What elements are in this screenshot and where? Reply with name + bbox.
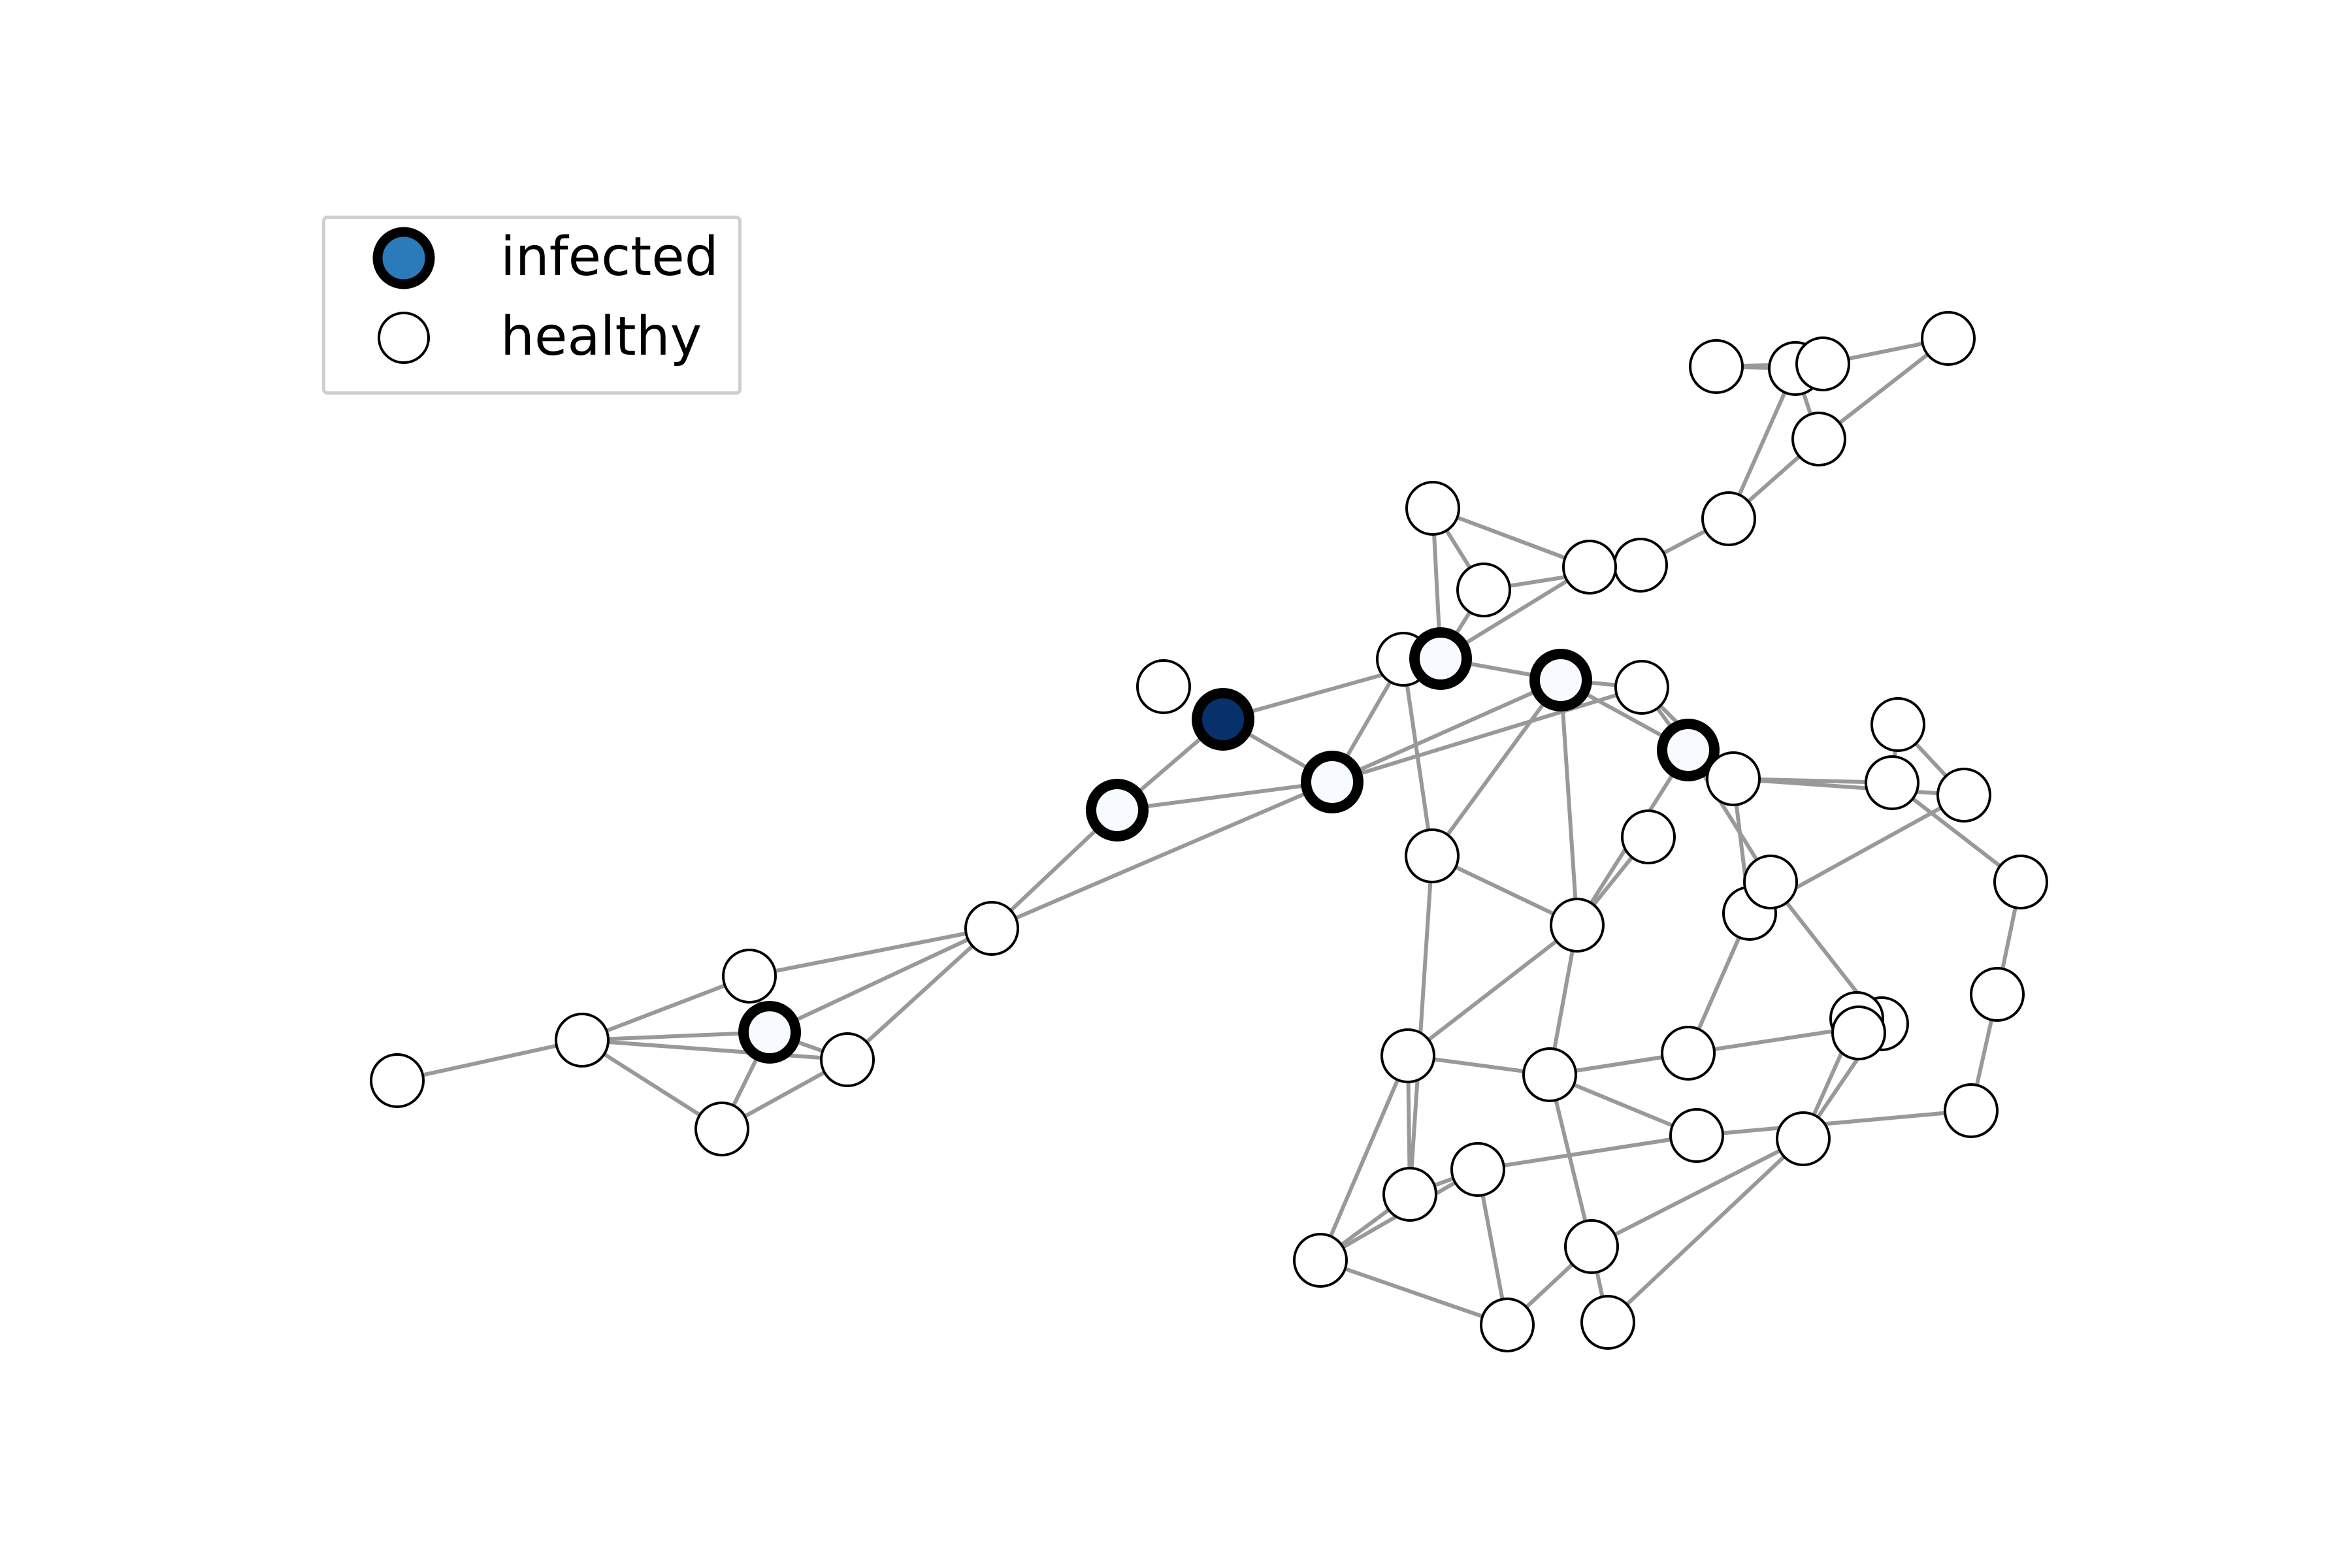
- node-healthy: [1669, 1108, 1724, 1163]
- graph-edge: [1431, 506, 1591, 569]
- graph-edge: [1408, 855, 1434, 1195]
- graph-edge: [1477, 1134, 1697, 1171]
- graph-edge: [749, 926, 992, 978]
- graph-edge: [845, 926, 994, 1062]
- node-healthy: [1921, 311, 1976, 366]
- graph-edge: [1696, 1109, 1972, 1137]
- node-healthy: [1706, 751, 1761, 806]
- node-healthy: [1865, 755, 1919, 810]
- node-infected: [1301, 751, 1364, 813]
- graph-edge: [1320, 1258, 1508, 1327]
- node-healthy: [1743, 855, 1798, 909]
- graph-nodes: [370, 311, 2048, 1352]
- node-healthy: [1661, 1026, 1716, 1081]
- graph-edge: [581, 974, 751, 1042]
- node-healthy: [1450, 1142, 1505, 1197]
- legend-item-infected: infected: [325, 225, 738, 291]
- node-healthy: [1944, 1083, 1999, 1138]
- node-healthy: [1936, 768, 1991, 823]
- node-infected: [1409, 627, 1472, 690]
- node-infected: [738, 1001, 801, 1064]
- node-healthy: [1480, 1298, 1535, 1352]
- node-healthy: [964, 901, 1019, 956]
- graph-edges: [397, 336, 2023, 1327]
- node-healthy: [1870, 697, 1925, 752]
- node-healthy: [1562, 540, 1617, 595]
- graph-edge: [768, 926, 993, 1034]
- graph-edge: [1548, 1074, 1593, 1247]
- graph-edge: [1430, 679, 1563, 857]
- node-infected: [1529, 649, 1592, 711]
- legend-item-healthy: healthy: [325, 305, 738, 370]
- node-healthy: [1613, 538, 1668, 593]
- graph-edge: [581, 1038, 723, 1131]
- graph-edge: [397, 1038, 583, 1083]
- graph-edge: [990, 780, 1333, 930]
- node-healthy: [1701, 491, 1756, 546]
- node-healthy: [1580, 1295, 1635, 1350]
- node-healthy: [1776, 1111, 1831, 1166]
- graph-edge: [1590, 1137, 1805, 1249]
- infected-marker-icon: [372, 227, 435, 289]
- node-healthy: [722, 949, 777, 1004]
- node-healthy: [1382, 1167, 1437, 1222]
- graph-edge: [1606, 1137, 1805, 1324]
- node-infected: [1657, 719, 1720, 781]
- graph-edge: [1331, 678, 1562, 784]
- graph-edge: [1331, 685, 1642, 784]
- node-healthy: [370, 1053, 425, 1108]
- node-healthy: [1293, 1233, 1348, 1288]
- node-source: [1192, 688, 1254, 751]
- node-healthy: [1791, 412, 1846, 466]
- legend: infected healthy: [322, 216, 742, 395]
- node-healthy: [694, 1102, 749, 1156]
- node-healthy: [1405, 481, 1460, 536]
- node-healthy: [1614, 660, 1669, 715]
- node-healthy: [1831, 1005, 1886, 1060]
- graph-edge: [581, 1038, 848, 1062]
- node-healthy: [1970, 967, 2025, 1022]
- node-healthy: [1522, 1047, 1577, 1102]
- node-healthy: [820, 1032, 875, 1087]
- node-healthy: [555, 1013, 610, 1068]
- graph-edge: [1401, 659, 1434, 857]
- graph-edge: [1733, 777, 1965, 797]
- legend-label-infected: infected: [500, 226, 719, 288]
- node-healthy: [1405, 828, 1460, 883]
- graph-edge: [1318, 1054, 1410, 1262]
- node-infected: [1086, 779, 1149, 841]
- legend-label-healthy: healthy: [500, 306, 702, 368]
- node-healthy: [1380, 1028, 1435, 1083]
- node-healthy: [1456, 563, 1511, 617]
- node-healthy: [1795, 336, 1850, 391]
- node-healthy: [1621, 809, 1676, 864]
- graph-edge: [1117, 780, 1333, 812]
- node-healthy: [1136, 659, 1191, 714]
- node-healthy: [1689, 339, 1744, 394]
- graph-edge: [1407, 923, 1578, 1058]
- graph-edge: [1559, 679, 1579, 926]
- healthy-marker-icon: [378, 312, 430, 364]
- node-healthy: [1993, 855, 2048, 909]
- node-healthy: [1550, 898, 1605, 953]
- node-healthy: [1564, 1219, 1619, 1274]
